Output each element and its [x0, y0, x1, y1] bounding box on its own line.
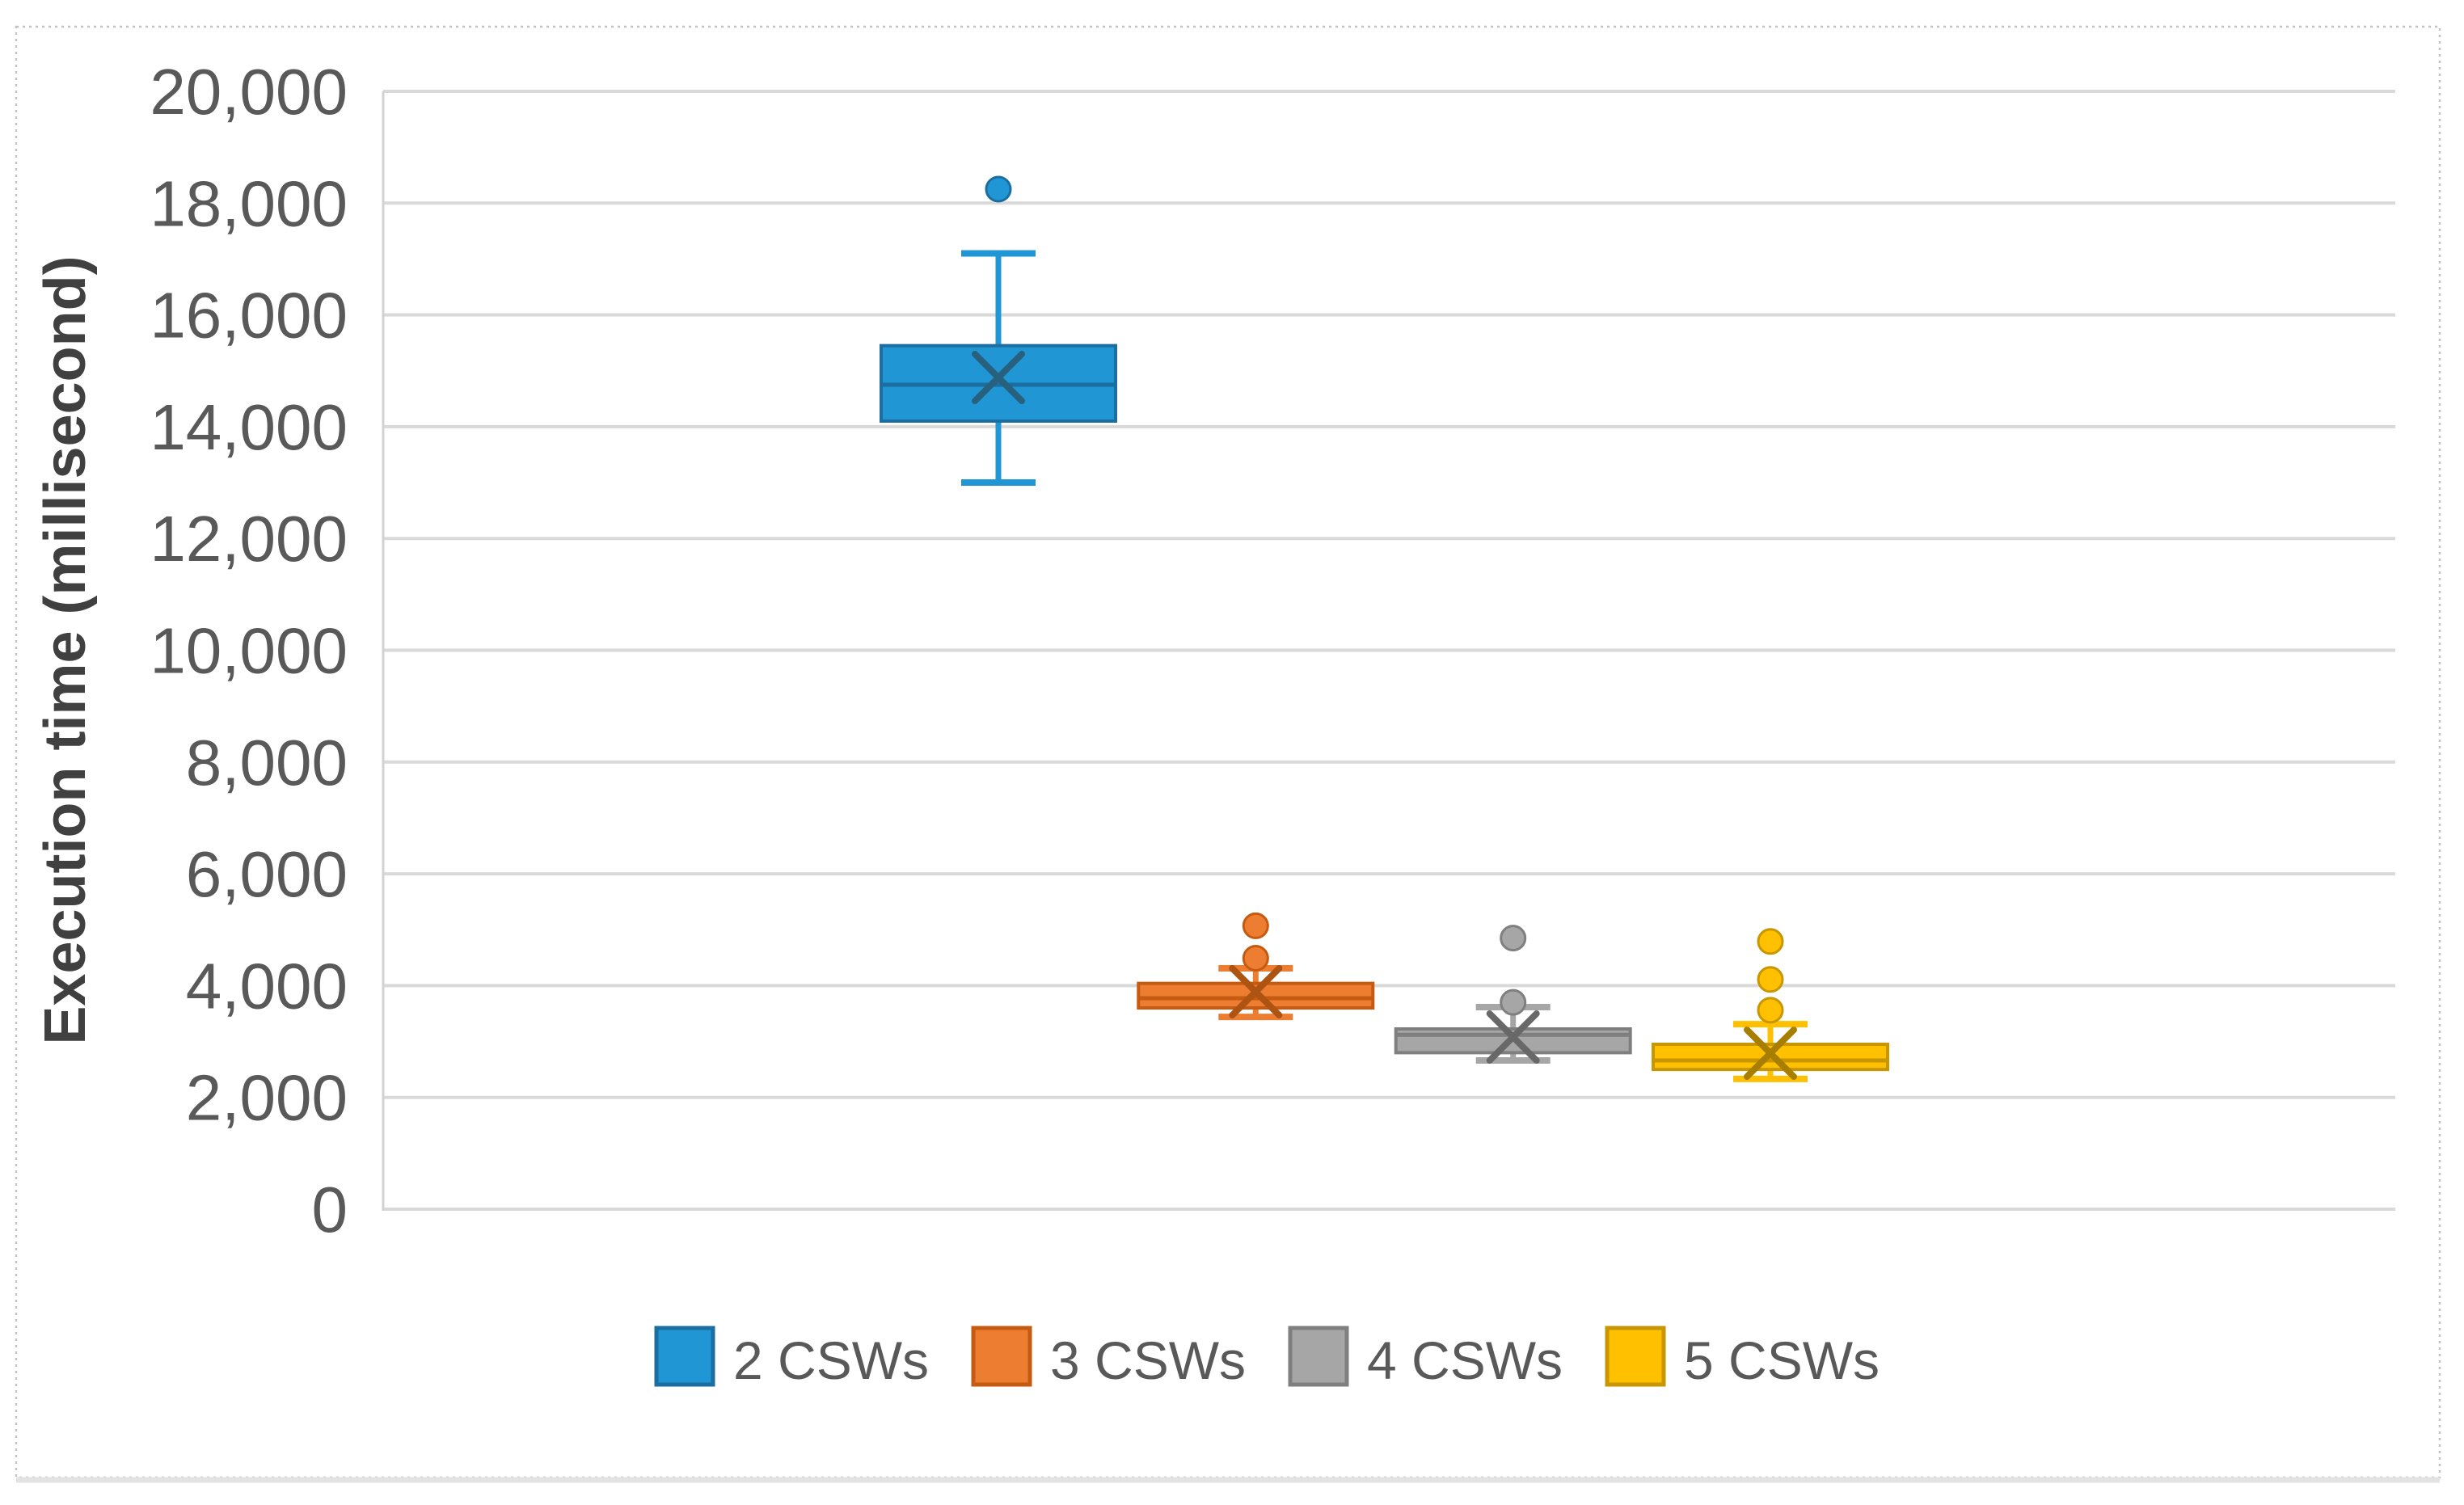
y-tick-label: 16,000: [150, 280, 348, 352]
mean-x-stroke: [972, 351, 1025, 405]
legend-item-5-csws: 5 CSWs: [1605, 1326, 1880, 1390]
legend-label: 4 CSWs: [1367, 1330, 1563, 1390]
outlier-dot: [1757, 928, 1784, 955]
figure-border: [15, 25, 2441, 1479]
legend-swatch-4-csws: [1288, 1326, 1349, 1387]
legend-item-4-csws: 4 CSWs: [1288, 1326, 1563, 1390]
box-series-3-csws: [1137, 912, 1375, 1021]
y-axis-title: Execution time (millisecond): [33, 255, 98, 1044]
mean-x-stroke: [1229, 965, 1283, 1019]
mean-x-marker: [972, 351, 1025, 405]
legend: 2 CSWs 3 CSWs 4 CSWs 5 CSWs: [654, 1326, 1880, 1390]
y-tick-label: 0: [312, 1174, 348, 1246]
y-tick-label: 14,000: [150, 391, 348, 463]
y-tick-label: 10,000: [150, 615, 348, 687]
y-tick-label: 8,000: [186, 727, 348, 799]
outlier-dot: [1500, 925, 1527, 952]
gridlines: [383, 90, 2395, 1211]
y-tick-label: 12,000: [150, 503, 348, 575]
box-series-4-csws: [1394, 925, 1632, 1064]
y-tick-label: 4,000: [186, 950, 348, 1022]
box-series-2-csws: [880, 175, 1117, 487]
legend-label: 2 CSWs: [733, 1330, 929, 1390]
mean-x-marker: [1229, 965, 1283, 1019]
outlier-dot: [1242, 945, 1269, 972]
outlier-dot: [1757, 997, 1784, 1024]
legend-label: 5 CSWs: [1684, 1330, 1880, 1390]
box-series-5-csws: [1652, 928, 1889, 1082]
outlier-dot: [1757, 966, 1784, 993]
y-tick-label: 6,000: [186, 838, 348, 910]
mean-x-stroke: [1744, 1027, 1797, 1081]
y-tick-label: 18,000: [150, 167, 348, 239]
mean-x-stroke: [1486, 1010, 1540, 1064]
legend-item-3-csws: 3 CSWs: [971, 1326, 1246, 1390]
y-axis-tick-labels: 0 2,000 4,000 6,000 8,000 10,000 12,000 14,000 1…: [150, 56, 348, 1246]
outlier-dot: [1500, 989, 1527, 1016]
legend-label: 3 CSWs: [1050, 1330, 1246, 1390]
legend-item-2-csws: 2 CSWs: [654, 1326, 929, 1390]
y-tick-label: 2,000: [186, 1062, 348, 1134]
legend-swatch-2-csws: [654, 1326, 715, 1387]
outlier-dot: [985, 175, 1012, 203]
mean-x-marker: [1744, 1027, 1797, 1081]
iqr-box: [1652, 1043, 1889, 1072]
legend-swatch-5-csws: [1605, 1326, 1666, 1387]
outlier-dot: [1242, 912, 1269, 939]
mean-x-marker: [1486, 1010, 1540, 1064]
legend-swatch-3-csws: [971, 1326, 1032, 1387]
y-tick-label: 20,000: [150, 56, 348, 128]
